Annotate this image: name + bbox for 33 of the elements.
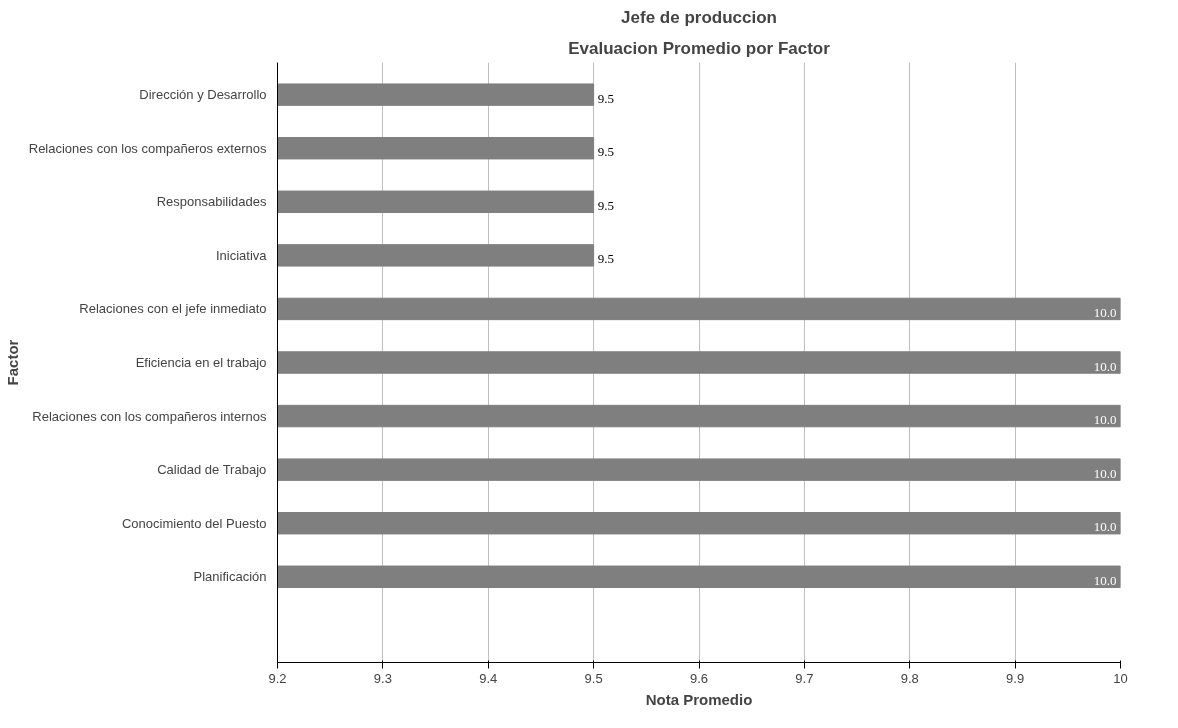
x-axis-title: Nota Promedio — [645, 690, 753, 708]
data-label: 9.5 — [597, 251, 614, 267]
y-tick-label: Iniciativa — [215, 247, 268, 263]
x-tick-label: 9.4 — [479, 670, 498, 686]
y-tick-label: Responsabilidades — [156, 194, 267, 210]
chart-subtitle: Evaluacion Promedio por Factor — [568, 38, 831, 58]
x-tick-label: 9.9 — [1006, 670, 1025, 686]
data-label: 9.5 — [597, 90, 614, 106]
y-tick-label: Conocimiento del Puesto — [121, 515, 267, 531]
y-tick-label: Eficiencia en el trabajo — [135, 355, 267, 370]
data-label: 10.0 — [1093, 358, 1117, 374]
data-label: 10.0 — [1093, 412, 1117, 428]
x-tick-label: 9.5 — [584, 670, 603, 686]
y-axis-title: Factor — [3, 339, 21, 386]
data-label: 10.0 — [1093, 519, 1117, 535]
y-tick-label: Calidad de Trabajo — [157, 462, 267, 478]
chart-title: Jefe de produccion — [621, 7, 777, 27]
data-label: 9.5 — [597, 197, 614, 213]
x-tick-label: 9.8 — [900, 670, 919, 686]
y-tick-label: Dirección y Desarrollo — [139, 87, 267, 103]
x-tick-label: 10 — [1113, 670, 1128, 686]
y-tick-label: Relaciones con los compañeros internos — [32, 408, 267, 424]
data-label: 10.0 — [1093, 304, 1117, 320]
x-tick-label: 9.6 — [689, 670, 709, 686]
y-tick-label: Relaciones con los compañeros externos — [28, 140, 267, 156]
x-tick-label: 9.7 — [795, 670, 814, 686]
data-label: 10.0 — [1093, 572, 1117, 588]
y-tick-label: Planificación — [193, 569, 267, 585]
y-tick-label: Relaciones con el jefe inmediato — [79, 301, 267, 317]
data-label: 9.5 — [597, 144, 614, 160]
x-tick-label: 9.2 — [268, 670, 287, 686]
x-tick-label: 9.3 — [373, 670, 392, 686]
data-label: 10.0 — [1093, 465, 1117, 481]
